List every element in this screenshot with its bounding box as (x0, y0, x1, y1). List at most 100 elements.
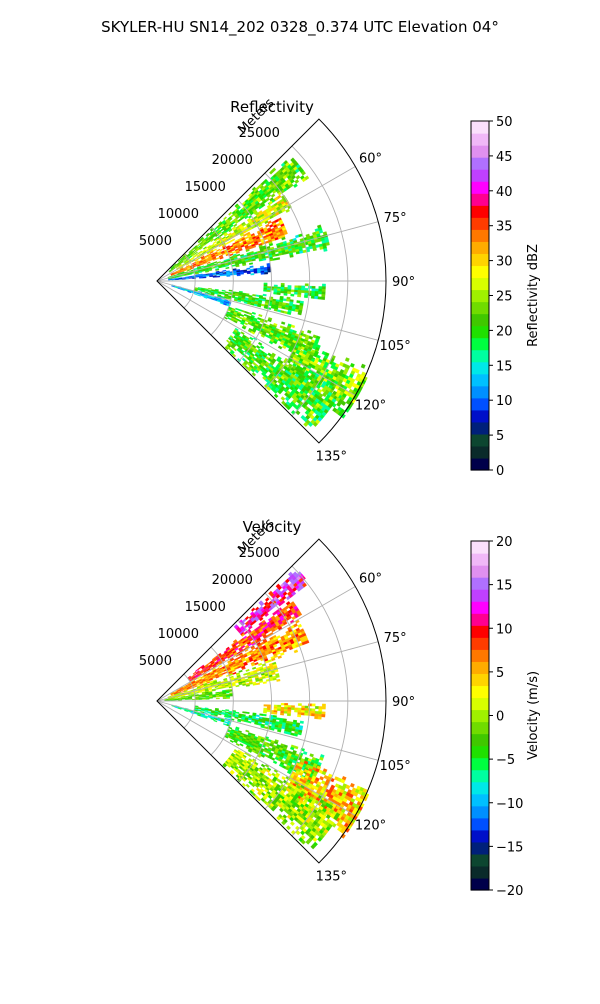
echo-cell (245, 616, 249, 620)
echo-cell (319, 776, 323, 780)
echo-cell (207, 262, 211, 264)
echo-cell (276, 257, 280, 260)
echo-cell (230, 695, 234, 696)
echo-cell (276, 679, 280, 681)
colorbar-swatch (471, 157, 489, 170)
colorbar-tick-label: 35 (496, 220, 513, 235)
echo-cell (283, 299, 287, 302)
echo-cell (213, 276, 216, 277)
echo-cell (274, 285, 278, 287)
echo-cell (216, 696, 219, 697)
echo-cell (305, 711, 309, 714)
colorbar-swatch (471, 398, 489, 411)
echo-cell (212, 267, 216, 269)
echo-cell (202, 696, 205, 697)
colorbar-swatch (471, 842, 489, 855)
colorbar-tick-label: 5 (496, 666, 504, 681)
colorbar-swatch (471, 782, 489, 795)
echo-cell (245, 311, 249, 314)
echo-cell (213, 249, 217, 252)
colorbar-tick-label: 20 (496, 324, 513, 339)
colorbar-swatch (471, 181, 489, 194)
echo-cell (264, 283, 267, 285)
azimuth-tick-label: 135° (316, 869, 347, 884)
echo-cell (215, 688, 219, 690)
echo-cell (299, 251, 303, 254)
echo-cell (322, 292, 326, 295)
echo-cell (318, 714, 322, 717)
echo-cell (304, 295, 308, 298)
echo-cell (222, 672, 226, 674)
echo-cell (265, 224, 269, 227)
echo-cell (247, 272, 251, 274)
colorbar-swatch (471, 746, 489, 759)
echo-cell (277, 310, 281, 313)
echo-cell (226, 697, 229, 698)
colorbar-swatch (471, 770, 489, 783)
echo-cell (182, 279, 185, 280)
echo-cell (216, 249, 220, 252)
colorbar-swatch (471, 205, 489, 218)
colorbar-tick-label: 0 (496, 710, 504, 725)
echo-cell (223, 270, 227, 272)
echo-cell (312, 709, 316, 712)
echo-cell (281, 322, 285, 325)
echo-cell (196, 699, 199, 700)
echo-cell (208, 288, 212, 289)
range-tick-label: 15000 (185, 180, 226, 195)
echo-cell (219, 696, 222, 697)
echo-cell (284, 711, 288, 713)
echo-cell (213, 696, 216, 697)
echo-cell (297, 715, 301, 718)
echo-cell (284, 293, 288, 295)
echo-cell (214, 720, 218, 722)
echo-cell (280, 652, 284, 655)
echo-cell (242, 310, 246, 312)
echo-cell (258, 342, 262, 345)
echo-cell (213, 241, 216, 244)
echo-cell (267, 710, 271, 712)
echo-cell (298, 624, 302, 628)
echo-cell (261, 764, 265, 767)
echo-cell (255, 662, 259, 665)
echo-cell (233, 348, 237, 351)
echo-cell (251, 273, 255, 275)
echo-cell (195, 692, 198, 693)
echo-cell (318, 291, 322, 294)
colorbar-swatch (471, 685, 489, 698)
echo-cell (256, 345, 260, 348)
colorbar-swatch (471, 709, 489, 722)
echo-cell (308, 293, 312, 296)
echo-cell (262, 299, 266, 301)
echo-cell (286, 826, 290, 830)
colorbar-swatch (471, 338, 489, 351)
echo-cell (260, 346, 264, 349)
echo-cell (189, 699, 192, 700)
colorbar-swatch (471, 434, 489, 447)
echo-cell (223, 723, 227, 725)
colorbar-swatch (471, 601, 489, 614)
echo-cell (292, 728, 296, 731)
echo-cell (236, 685, 240, 687)
echo-cell (298, 703, 301, 705)
echo-cell (235, 712, 239, 714)
echo-cell (296, 251, 300, 254)
colorbar-tick-label: −20 (496, 884, 523, 899)
echo-cell (189, 278, 192, 279)
echo-cell (288, 707, 292, 709)
azimuth-tick-label: 75° (384, 631, 407, 646)
echo-cell (292, 308, 296, 311)
echo-cell (318, 717, 322, 720)
azimuth-tick-label: 105° (379, 339, 410, 354)
azimuth-tick-label: 90° (392, 275, 415, 290)
echo-cell (201, 266, 204, 268)
echo-cell (261, 304, 265, 306)
echo-cell (311, 711, 315, 714)
echo-cell (264, 705, 268, 707)
echo-cell (308, 713, 312, 716)
echo-cell (264, 726, 268, 729)
colorbar-tick-label: 15 (496, 359, 513, 374)
echo-cell (186, 278, 189, 279)
chart-panels: Reflectivity60°75°90°105°120°135°5000100… (139, 96, 541, 899)
colorbar-swatch (471, 253, 489, 266)
